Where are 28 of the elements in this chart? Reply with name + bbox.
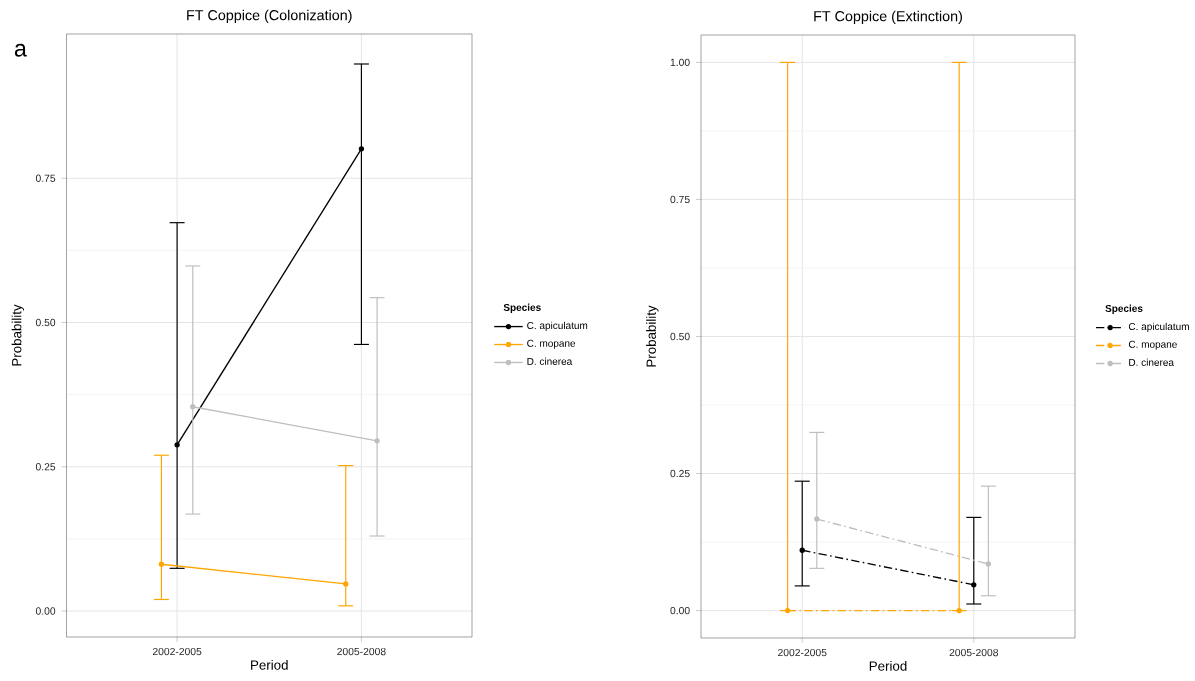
legend-label: C. mopane xyxy=(1128,340,1177,350)
x-tick-label: 2002-2005 xyxy=(152,647,202,656)
chart-title: FT Coppice (Colonization) xyxy=(187,9,352,24)
y-tick-label: 0.25 xyxy=(35,463,56,471)
legend-label: C. mopane xyxy=(527,339,576,349)
y-tick-label: 0.75 xyxy=(670,195,690,204)
y-axis-title: Probability xyxy=(11,304,25,366)
legend-label: C. apiculatum xyxy=(527,321,588,332)
y-tick-label: 1.00 xyxy=(670,58,690,67)
x-tick-label: 2005-2008 xyxy=(337,647,386,656)
x-tick-label: 2005-2008 xyxy=(949,648,999,657)
chart-title: FT Coppice (Extinction) xyxy=(814,10,962,25)
legend-title: Species xyxy=(503,303,541,313)
y-tick-label: 0.50 xyxy=(670,332,690,341)
legend-title: Species xyxy=(1105,304,1143,314)
y-tick-label: 0.00 xyxy=(670,606,690,615)
y-tick-label: 0.75 xyxy=(35,174,56,182)
x-axis-title: Period xyxy=(869,660,907,671)
legend-label: C. apiculatum xyxy=(1128,322,1189,333)
x-tick-label: 2002-2005 xyxy=(778,648,827,657)
y-tick-label: 0.50 xyxy=(35,318,56,327)
y-axis-title: Probability xyxy=(646,305,659,367)
text: a xyxy=(14,43,27,57)
y-tick-label: 0.25 xyxy=(670,469,690,478)
y-tick-label: 0.00 xyxy=(35,607,56,615)
legend-label: D. cinerea xyxy=(527,357,573,365)
legend-label: D. cinerea xyxy=(1129,358,1174,366)
x-axis-title: Period xyxy=(251,659,288,670)
